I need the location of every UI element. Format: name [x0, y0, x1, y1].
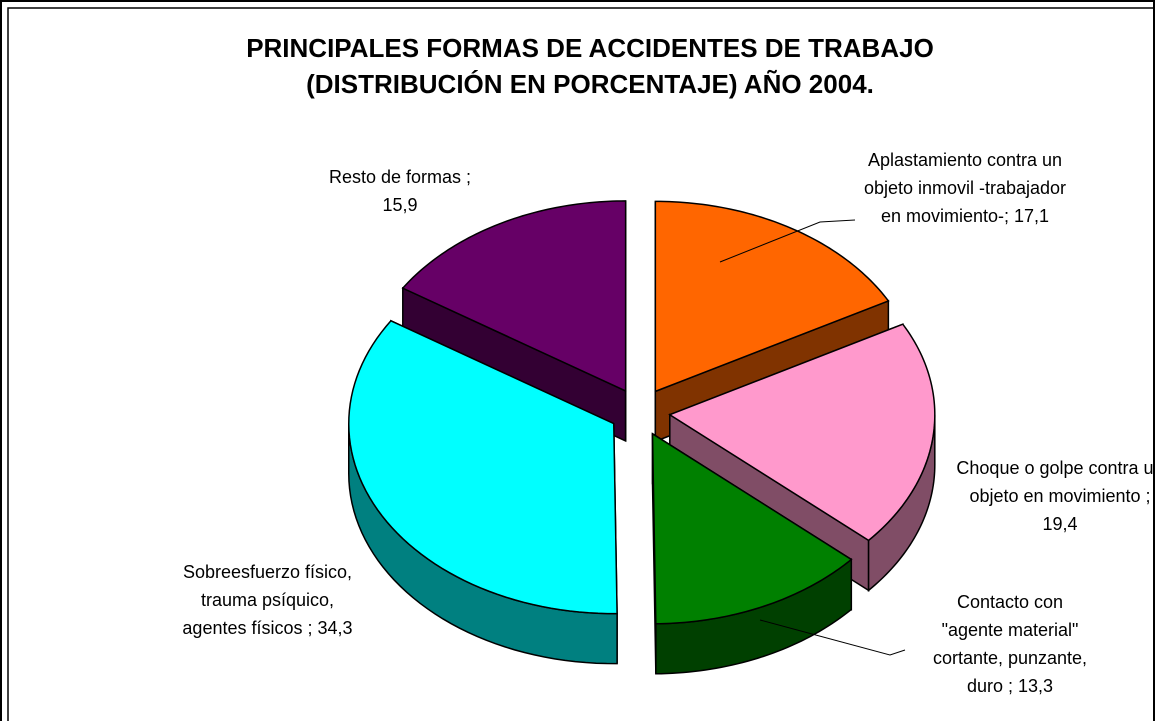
chart-title: PRINCIPALES FORMAS DE ACCIDENTES DE TRAB… [246, 33, 934, 99]
data-label: Contacto con "agente material" cortante,… [925, 588, 1095, 700]
value-label: 15,9 [382, 195, 418, 215]
leader-line [759, 619, 906, 656]
data-label: Choque o golpe contra un objeto en movim… [955, 454, 1155, 538]
slice [651, 432, 853, 675]
slice [668, 323, 936, 592]
pie [348, 200, 936, 675]
category-label: Aplastamiento contra un objeto inmovil -… [863, 150, 1067, 226]
data-label: Sobreesfuerzo físico, trauma psíquico, a… [175, 558, 360, 642]
leader-line [719, 219, 856, 263]
data-label: Resto de formas ; 15,9 [310, 163, 490, 219]
slice [348, 319, 618, 665]
slice-top [348, 319, 618, 615]
value-label: 17,1 [1014, 206, 1050, 226]
slice-top [668, 323, 936, 542]
category-label: Contacto con "agente material" cortante,… [932, 592, 1088, 696]
category-label: Resto de formas ; [328, 167, 472, 187]
slice-top [651, 432, 853, 625]
data-label: Aplastamiento contra un objeto inmovil -… [860, 146, 1070, 230]
chart-frame [7, 7, 1155, 721]
value-label: 19,4 [1042, 514, 1078, 534]
value-label: 34,3 [317, 618, 353, 638]
category-label: Choque o golpe contra un objeto en movim… [956, 458, 1155, 506]
category-label: Sobreesfuerzo físico, trauma psíquico, a… [182, 562, 353, 638]
slice-top [654, 200, 890, 393]
value-label: 13,3 [1018, 676, 1054, 696]
slice-top [401, 200, 627, 393]
